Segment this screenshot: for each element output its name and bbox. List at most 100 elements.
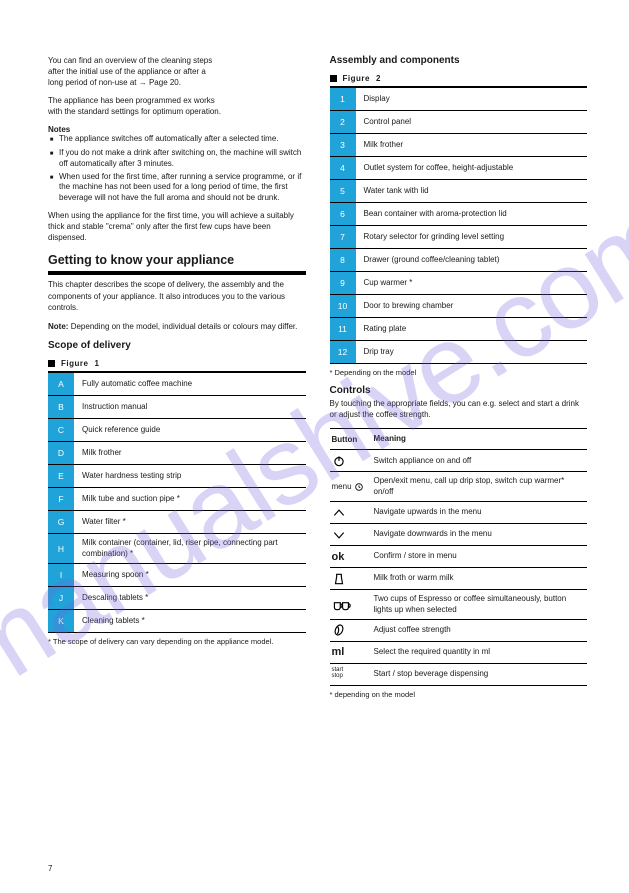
two-cups-icon <box>330 590 372 619</box>
controls-header: Button Meaning <box>330 428 588 450</box>
table-row: 9Cup warmer * <box>330 272 588 295</box>
table-row: 7Rotary selector for grinding level sett… <box>330 226 588 249</box>
row-text: Water hardness testing strip <box>74 465 306 487</box>
table-row: Adjust coffee strength <box>330 620 588 642</box>
last-paragraph: When using the appliance for the first t… <box>48 210 306 244</box>
row-letter: D <box>48 442 74 464</box>
row-letter: E <box>48 465 74 487</box>
asterisk-note: * depending on the model <box>330 690 588 699</box>
row-text: Water filter * <box>74 511 306 533</box>
bullet-icon: ■ <box>48 134 55 146</box>
table-row: 8Drawer (ground coffee/cleaning tablet) <box>330 249 588 272</box>
row-text: Milk froth or warm milk <box>372 568 588 589</box>
row-letter: F <box>48 488 74 510</box>
power-icon <box>330 450 372 471</box>
row-text: Descaling tablets * <box>74 587 306 609</box>
ok-icon: ok <box>330 546 372 567</box>
row-text: Navigate upwards in the menu <box>372 502 588 523</box>
figure-number: 1 <box>94 359 99 368</box>
left-column: You can find an overview of the cleaning… <box>48 55 306 699</box>
section-body: This chapter describes the scope of deli… <box>48 279 306 313</box>
figure-word: Figure <box>343 74 370 83</box>
table-row: BInstruction manual <box>48 396 306 419</box>
table-row: 1Display <box>330 87 588 111</box>
row-letter: K <box>48 610 74 632</box>
asterisk-note: * The scope of delivery can vary dependi… <box>48 637 306 646</box>
table-row: GWater filter * <box>48 511 306 534</box>
row-text: Instruction manual <box>74 396 306 418</box>
row-text: Cleaning tablets * <box>74 610 306 632</box>
row-text: Water tank with lid <box>356 180 588 202</box>
controls-title: Controls <box>330 385 588 396</box>
row-number: 1 <box>330 88 356 110</box>
note2-text: Depending on the model, individual detai… <box>71 322 298 331</box>
intro-block: You can find an overview of the cleaning… <box>48 55 306 117</box>
notes-block: Notes ■ The appliance switches off autom… <box>48 125 306 204</box>
assembly-title: Assembly and components <box>330 55 588 66</box>
intro-line: with the standard settings for optimum o… <box>48 106 306 117</box>
intro-line: after the initial use of the appliance o… <box>48 66 306 77</box>
table-row: Milk froth or warm milk <box>330 568 588 590</box>
table-row: Navigate upwards in the menu <box>330 502 588 524</box>
note-text: The appliance switches off automatically… <box>59 134 279 145</box>
bullet-icon: ■ <box>48 148 55 160</box>
ml-icon: ml <box>330 642 372 663</box>
row-number: 10 <box>330 295 356 317</box>
assembly-table: 1Display 2Control panel 3Milk frother 4O… <box>330 86 588 364</box>
right-column: Assembly and components Figure 2 1Displa… <box>330 55 588 699</box>
table-row: JDescaling tablets * <box>48 587 306 610</box>
note-text: If you do not make a drink after switchi… <box>59 148 306 170</box>
row-text: Cup warmer * <box>356 272 588 294</box>
row-text: Adjust coffee strength <box>372 620 588 641</box>
row-text: Milk tube and suction pipe * <box>74 488 306 510</box>
section-title: Getting to know your appliance <box>48 253 306 275</box>
table-row: 4Outlet system for coffee, height-adjust… <box>330 157 588 180</box>
table-row: HMilk container (container, lid, riser p… <box>48 534 306 564</box>
row-letter: J <box>48 587 74 609</box>
row-text: Confirm / store in menu <box>372 546 588 567</box>
controls-intro: By touching the appropriate fields, you … <box>330 398 588 420</box>
intro-line: The appliance has been programmed ex wor… <box>48 95 306 106</box>
table-row: 10Door to brewing chamber <box>330 295 588 318</box>
row-letter: B <box>48 396 74 418</box>
row-text: Milk frother <box>356 134 588 156</box>
row-number: 2 <box>330 111 356 133</box>
figure-label: Figure 1 <box>48 359 306 368</box>
page-content: You can find an overview of the cleaning… <box>0 0 629 729</box>
page-number: 7 <box>48 864 52 873</box>
row-text: Rotary selector for grinding level setti… <box>356 226 588 248</box>
row-number: 5 <box>330 180 356 202</box>
table-row: 12Drip tray <box>330 341 588 364</box>
row-text: Open/exit menu, call up drip stop, switc… <box>372 472 588 501</box>
notes-heading: Notes <box>48 125 70 134</box>
note2-lead: Note: <box>48 322 68 331</box>
note-item: ■ When used for the first time, after ru… <box>48 172 306 204</box>
intro-line: long period of non-use at → Page 20. <box>48 77 306 88</box>
row-text: Control panel <box>356 111 588 133</box>
row-number: 8 <box>330 249 356 271</box>
row-number: 4 <box>330 157 356 179</box>
figure-label: Figure 2 <box>330 74 588 83</box>
table-row: DMilk frother <box>48 442 306 465</box>
table-row: startstop Start / stop beverage dispensi… <box>330 664 588 686</box>
figure-word: Figure <box>61 359 88 368</box>
row-text: Display <box>356 88 588 110</box>
milk-icon <box>330 568 372 589</box>
table-row: CQuick reference guide <box>48 419 306 442</box>
scope-title: Scope of delivery <box>48 340 306 351</box>
table-row: 5Water tank with lid <box>330 180 588 203</box>
up-icon <box>330 502 372 523</box>
row-number: 9 <box>330 272 356 294</box>
table-row: Navigate downwards in the menu <box>330 524 588 546</box>
table-row: ml Select the required quantity in ml <box>330 642 588 664</box>
row-letter: G <box>48 511 74 533</box>
row-letter: H <box>48 534 74 563</box>
row-text: Outlet system for coffee, height-adjusta… <box>356 157 588 179</box>
row-letter: C <box>48 419 74 441</box>
table-row: 2Control panel <box>330 111 588 134</box>
table-row: Two cups of Espresso or coffee simultane… <box>330 590 588 620</box>
figure-number: 2 <box>376 74 381 83</box>
table-row: AFully automatic coffee machine <box>48 372 306 396</box>
row-text: Start / stop beverage dispensing <box>372 664 588 685</box>
down-icon <box>330 524 372 545</box>
